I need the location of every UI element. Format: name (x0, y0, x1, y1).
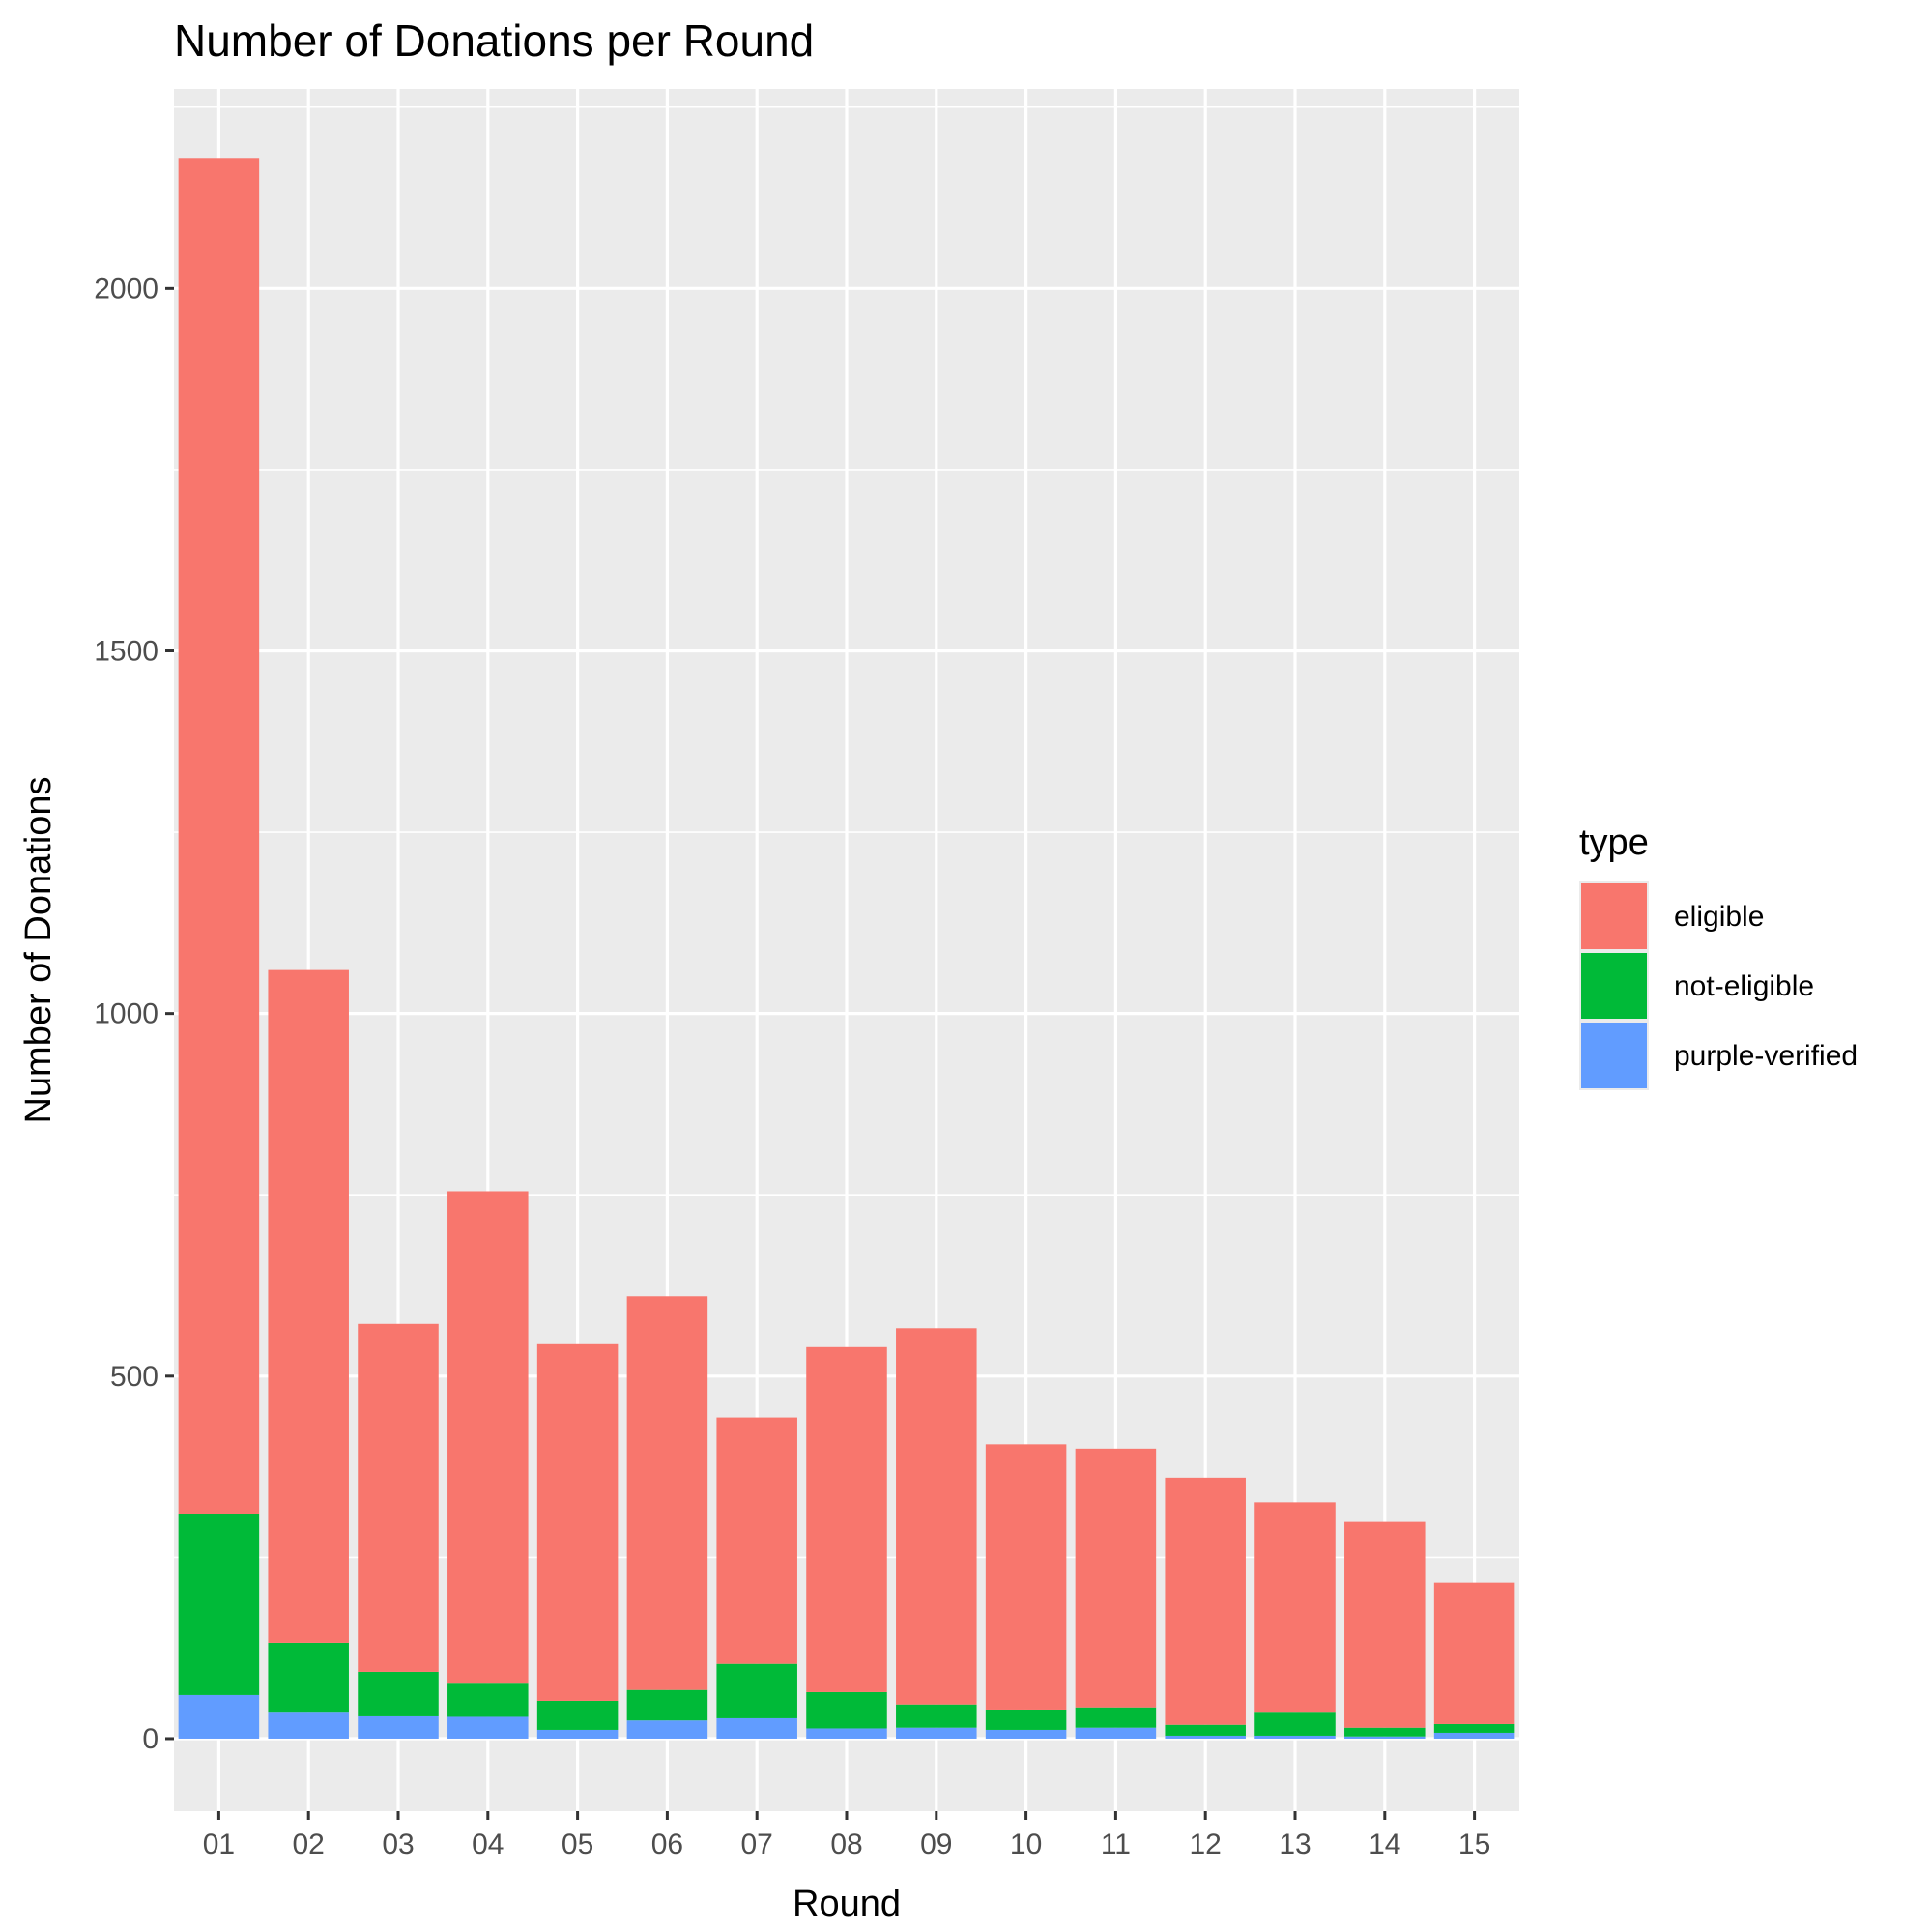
bar-purple-verified-10 (985, 1729, 1067, 1739)
y-tick-label: 0 (142, 1723, 159, 1755)
legend-swatch-purple-verified (1581, 1023, 1647, 1088)
bar-not-eligible-11 (1075, 1707, 1157, 1728)
bar-not-eligible-06 (626, 1689, 708, 1721)
bar-purple-verified-08 (806, 1728, 887, 1739)
legend: type eligible not-eligible purple-verified (1579, 822, 1858, 1090)
x-tick-label: 07 (741, 1829, 773, 1860)
bar-eligible-13 (1254, 1502, 1336, 1713)
bar-eligible-14 (1344, 1521, 1426, 1728)
x-tick-label: 01 (203, 1829, 235, 1860)
bar-not-eligible-07 (716, 1663, 797, 1718)
bar-not-eligible-09 (896, 1704, 977, 1728)
bar-purple-verified-13 (1254, 1735, 1336, 1739)
bar-not-eligible-05 (536, 1700, 619, 1730)
bar-not-eligible-13 (1254, 1712, 1336, 1736)
bar-eligible-10 (985, 1444, 1067, 1710)
y-tick-label: 1500 (94, 635, 159, 667)
bar-not-eligible-08 (806, 1691, 887, 1729)
bar-eligible-09 (896, 1328, 977, 1705)
x-tick-label: 11 (1101, 1829, 1131, 1860)
x-axis-title: Round (793, 1884, 901, 1924)
x-tick-label: 03 (382, 1829, 414, 1860)
y-tick-label: 500 (110, 1361, 159, 1393)
bar-eligible-07 (716, 1417, 797, 1664)
bar-purple-verified-01 (178, 1694, 260, 1739)
legend-label-purple-verified: purple-verified (1674, 1040, 1858, 1072)
legend-label-not-eligible: not-eligible (1674, 970, 1814, 1002)
x-tick-label: 15 (1458, 1829, 1490, 1860)
chart-title: Number of Donations per Round (174, 15, 814, 66)
bar-not-eligible-01 (178, 1514, 260, 1695)
x-tick-label: 04 (472, 1829, 504, 1860)
bar-eligible-06 (626, 1296, 708, 1690)
x-tick-label: 14 (1369, 1829, 1400, 1860)
bar-not-eligible-15 (1433, 1723, 1515, 1733)
x-tick-label: 12 (1190, 1829, 1222, 1860)
x-axis: 01 02 03 04 05 06 07 08 09 10 11 12 13 14 15 (203, 1811, 1490, 1860)
y-tick-label: 1000 (94, 998, 159, 1030)
bar-purple-verified-03 (358, 1715, 439, 1739)
bar-eligible-02 (268, 969, 349, 1643)
bar-purple-verified-06 (626, 1720, 708, 1739)
bar-purple-verified-02 (268, 1712, 349, 1739)
bar-eligible-12 (1165, 1477, 1246, 1725)
y-axis-title: Number of Donations (18, 776, 59, 1123)
legend-label-eligible: eligible (1674, 901, 1764, 933)
bar-not-eligible-10 (985, 1709, 1067, 1730)
legend-swatch-eligible (1581, 883, 1647, 949)
legend-swatch-not-eligible (1581, 953, 1647, 1019)
bar-eligible-15 (1433, 1582, 1515, 1724)
bar-purple-verified-07 (716, 1717, 797, 1739)
bar-purple-verified-14 (1344, 1736, 1426, 1739)
x-tick-label: 06 (651, 1829, 683, 1860)
bar-not-eligible-12 (1165, 1724, 1246, 1736)
x-tick-label: 05 (562, 1829, 593, 1860)
bars (178, 158, 1515, 1739)
bar-purple-verified-04 (447, 1716, 529, 1739)
x-tick-label: 02 (293, 1829, 325, 1860)
bar-eligible-04 (447, 1191, 529, 1684)
bar-eligible-11 (1075, 1448, 1157, 1708)
y-tick-label: 2000 (94, 273, 159, 304)
bar-purple-verified-12 (1165, 1735, 1246, 1739)
bar-not-eligible-04 (447, 1683, 529, 1717)
x-tick-label: 10 (1010, 1829, 1042, 1860)
bar-eligible-08 (806, 1346, 887, 1692)
bar-purple-verified-11 (1075, 1727, 1157, 1739)
x-tick-label: 13 (1279, 1829, 1311, 1860)
bar-not-eligible-03 (358, 1671, 439, 1716)
legend-title: type (1579, 822, 1649, 863)
bar-purple-verified-15 (1433, 1732, 1515, 1739)
bar-eligible-01 (178, 158, 260, 1514)
bar-purple-verified-05 (536, 1729, 619, 1739)
bar-eligible-03 (358, 1323, 439, 1672)
bar-eligible-05 (536, 1343, 619, 1701)
x-tick-label: 08 (830, 1829, 862, 1860)
bar-purple-verified-09 (896, 1727, 977, 1739)
x-tick-label: 09 (920, 1829, 952, 1860)
bar-not-eligible-14 (1344, 1727, 1426, 1737)
y-axis: 0 500 1000 1500 2000 (94, 273, 174, 1755)
bar-not-eligible-02 (268, 1642, 349, 1713)
